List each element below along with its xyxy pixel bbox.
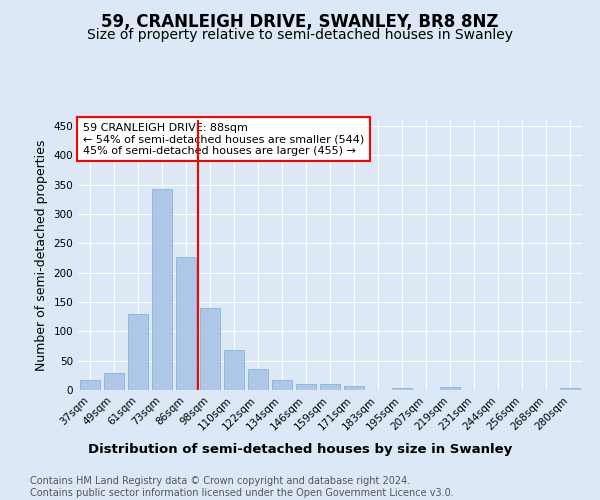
Bar [344, 386, 364, 390]
Bar [560, 388, 580, 390]
Bar [296, 384, 316, 390]
Bar [200, 308, 220, 390]
Bar [104, 373, 124, 390]
Bar [248, 370, 268, 390]
Bar [80, 380, 100, 390]
Bar [440, 387, 460, 390]
Y-axis label: Number of semi-detached properties: Number of semi-detached properties [35, 140, 48, 370]
Text: 59 CRANLEIGH DRIVE: 88sqm
← 54% of semi-detached houses are smaller (544)
45% of: 59 CRANLEIGH DRIVE: 88sqm ← 54% of semi-… [83, 122, 364, 156]
Text: 59, CRANLEIGH DRIVE, SWANLEY, BR8 8NZ: 59, CRANLEIGH DRIVE, SWANLEY, BR8 8NZ [101, 12, 499, 30]
Bar [320, 384, 340, 390]
Bar [392, 388, 412, 390]
Bar [272, 380, 292, 390]
Text: Contains HM Land Registry data © Crown copyright and database right 2024.
Contai: Contains HM Land Registry data © Crown c… [30, 476, 454, 498]
Text: Size of property relative to semi-detached houses in Swanley: Size of property relative to semi-detach… [87, 28, 513, 42]
Text: Distribution of semi-detached houses by size in Swanley: Distribution of semi-detached houses by … [88, 442, 512, 456]
Bar [128, 314, 148, 390]
Bar [224, 350, 244, 390]
Bar [152, 190, 172, 390]
Bar [176, 257, 196, 390]
